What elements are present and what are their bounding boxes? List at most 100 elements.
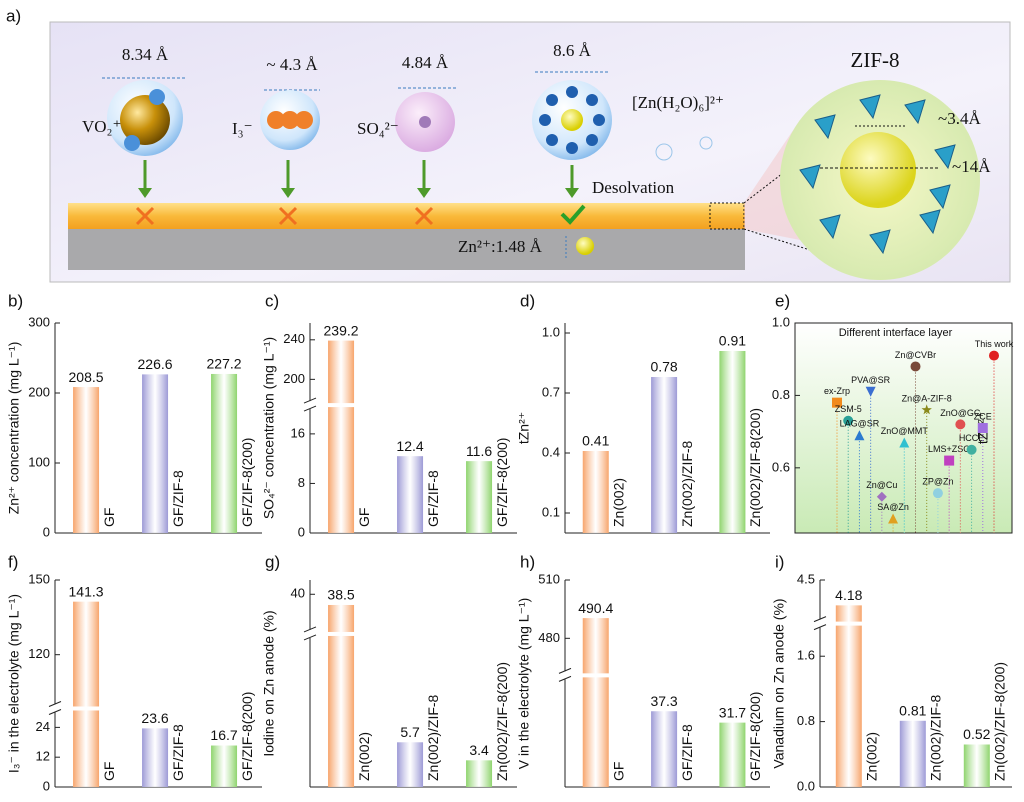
- axis-break: [51, 704, 59, 713]
- y-tick-label: 16: [291, 425, 305, 440]
- bar: [719, 351, 746, 533]
- axis-break: [306, 401, 314, 410]
- y-tick-label: 120: [28, 646, 50, 661]
- panel-label: a): [6, 6, 21, 25]
- point-label: ex-Zrp: [824, 386, 850, 396]
- size-label: 4.84 Å: [402, 53, 449, 72]
- bar: [582, 618, 609, 787]
- axis-break-mark: [813, 624, 827, 631]
- y-tick-label: 1.0: [542, 324, 560, 339]
- category-label: Zn(002)/ZIF-8(200): [747, 408, 763, 527]
- y-tick-label: 200: [283, 371, 305, 386]
- point: [865, 386, 876, 397]
- point: [955, 419, 966, 430]
- value-label: 5.7: [400, 724, 420, 740]
- schematic: a) 8.34 Å VO₂⁺ ~ 4.3 Å I₃⁻ 4.84 Å SO₄²⁻ …: [6, 6, 1011, 283]
- point: [977, 423, 988, 433]
- bar: [582, 451, 609, 533]
- category-label: GF/ZIF-8(200): [239, 692, 255, 781]
- zif-tetrahedra: [799, 94, 956, 255]
- value-label: 226.6: [138, 356, 173, 372]
- zif-title: ZIF-8: [851, 48, 900, 72]
- bar: [466, 760, 493, 787]
- category-label: GF/ZIF-8: [679, 724, 695, 781]
- category-label: Zn(002): [610, 478, 626, 527]
- bar: [73, 387, 100, 533]
- panel-label: b): [8, 291, 23, 310]
- panel-label: d): [520, 291, 535, 310]
- zif-pore: [840, 132, 916, 208]
- bar: [211, 373, 238, 533]
- bar: [963, 744, 990, 787]
- sulfur-atom: [419, 116, 431, 128]
- y-tick-label: 300: [28, 314, 50, 329]
- hydrate-label: [Zn(H₂O)₆]²⁺: [632, 93, 724, 112]
- category-label: Zn(002)/ZIF-8(200): [992, 662, 1008, 781]
- zoom-box: [709, 202, 745, 230]
- value-label: 4.18: [835, 587, 862, 603]
- value-label: 11.6: [466, 443, 492, 459]
- size-label: 8.6 Å: [553, 41, 592, 60]
- point-label: ZP@Zn: [922, 477, 953, 487]
- axis-break-mark: [558, 667, 572, 674]
- bar-break: [327, 631, 356, 636]
- y-tick-label: 150: [28, 571, 50, 586]
- category-label: GF/ZIF-8(200): [494, 438, 510, 527]
- value-label: 37.3: [650, 693, 677, 709]
- point: [832, 397, 842, 408]
- category-label: GF: [101, 762, 117, 781]
- coating-layer: [68, 203, 745, 229]
- value-label: 38.5: [327, 587, 354, 603]
- plot-background: [794, 322, 1013, 534]
- axis-break-mark: [48, 701, 62, 707]
- point-label: SA@Zn: [877, 502, 909, 512]
- y-axis-label: SO₄²⁻ concentration (mg L⁻¹): [261, 337, 277, 519]
- category-label: Zn(002)/ZIF-8: [928, 694, 944, 781]
- value-label: 0.81: [899, 702, 926, 718]
- size-label: 8.34 Å: [122, 45, 169, 64]
- y-tick-label: 240: [283, 331, 305, 346]
- bar: [142, 728, 169, 787]
- axis-break-mark: [48, 709, 62, 715]
- panel-label: c): [265, 291, 279, 310]
- y-axis-label: Iodine on Zn anode (%): [261, 610, 277, 756]
- oxygen-atom: [149, 89, 165, 105]
- ion-label: I₃⁻: [232, 119, 253, 138]
- y-tick-label: 0.0: [797, 778, 815, 793]
- axis-break: [816, 619, 824, 628]
- y-tick-label: 0.6: [772, 459, 790, 474]
- bar: [211, 745, 238, 787]
- value-label: 141.3: [69, 583, 104, 599]
- point-label: HCCE: [959, 433, 985, 443]
- y-axis-label: V in the electrolyte (mg L⁻¹): [516, 598, 532, 770]
- value-label: 0.78: [650, 359, 677, 375]
- y-tick-label: 1.6: [797, 648, 815, 663]
- y-tick-label: 0: [298, 524, 305, 539]
- axis-break-mark: [303, 626, 317, 633]
- pass-mark: [560, 204, 586, 225]
- point-label: Zn@CVBr: [895, 350, 936, 360]
- bar: [899, 720, 926, 787]
- value-label: 0.91: [719, 333, 746, 349]
- category-label: Zn(002)/ZIF-8(200): [494, 662, 510, 781]
- axis-break-mark: [813, 616, 827, 623]
- category-label: GF: [356, 508, 372, 527]
- axis-break-mark: [303, 634, 317, 641]
- y-tick-label: 0: [43, 778, 50, 793]
- y-tick-label: 0.8: [772, 387, 790, 402]
- water-bubble: [655, 143, 673, 161]
- bar: [651, 377, 678, 533]
- y-axis-label: tZn²⁺: [516, 412, 532, 444]
- category-label: GF/ZIF-8: [170, 724, 186, 781]
- value-label: 31.7: [719, 704, 746, 720]
- point: [854, 430, 865, 441]
- point: [932, 488, 943, 499]
- y-tick-label: 8: [298, 475, 305, 490]
- y-tick-label: 100: [28, 454, 50, 469]
- point-label: ZnO@GC: [940, 408, 981, 418]
- bar: [835, 605, 862, 787]
- value-label: 239.2: [324, 322, 359, 338]
- point: [843, 415, 854, 426]
- value-label: 490.4: [578, 600, 613, 616]
